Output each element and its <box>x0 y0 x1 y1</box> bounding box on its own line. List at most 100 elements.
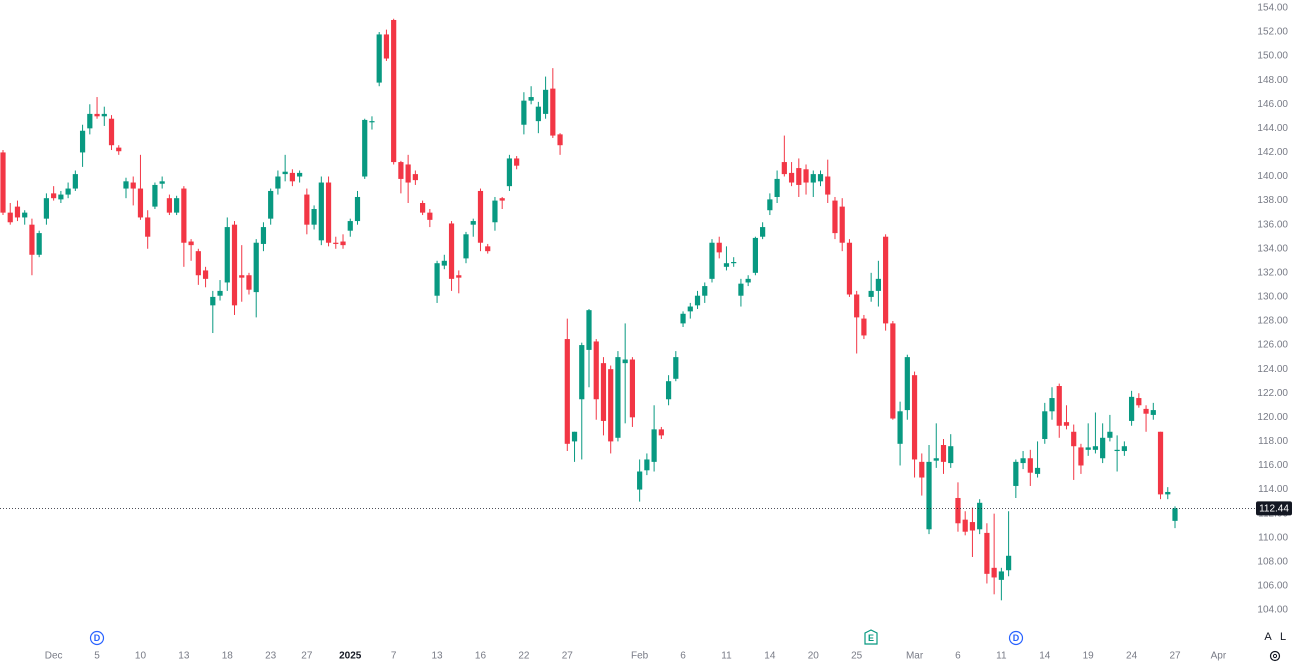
x-tick-label: Mar <box>906 651 924 662</box>
candle-body <box>22 212 28 218</box>
candle-body <box>51 193 57 199</box>
candle-body <box>448 223 455 279</box>
candle-body <box>1143 408 1149 414</box>
y-tick-label: 146.00 <box>1257 99 1288 110</box>
candle-body <box>130 182 136 189</box>
candle-body <box>752 237 758 273</box>
x-tick-label: 16 <box>475 651 487 662</box>
log-button[interactable]: L <box>1280 631 1286 643</box>
candle-body <box>412 174 418 181</box>
candle-body <box>383 34 390 59</box>
candle-body <box>622 359 628 364</box>
candle-body <box>846 242 853 295</box>
candle-body <box>116 147 122 152</box>
candle-body <box>1150 410 1156 415</box>
candle-body <box>202 270 209 279</box>
candle-body <box>506 158 513 187</box>
candle-body <box>14 206 21 218</box>
x-tick-label: 11 <box>996 651 1007 662</box>
candle-body <box>195 251 201 276</box>
y-tick-label: 106.00 <box>1257 581 1288 592</box>
candle-body <box>1056 386 1062 426</box>
candle-body <box>919 461 925 478</box>
candle-body <box>311 209 317 225</box>
candle-body <box>36 233 42 255</box>
candle-body <box>832 200 838 234</box>
candle-body <box>600 363 607 421</box>
y-tick-label: 132.00 <box>1257 267 1288 278</box>
candle-body <box>304 194 310 225</box>
candle-body <box>883 236 889 324</box>
candle-body <box>391 19 397 163</box>
x-tick-label: Feb <box>631 651 649 662</box>
candle-body <box>1100 437 1106 459</box>
candle-body <box>477 190 484 243</box>
y-tick-label: 104.00 <box>1257 605 1288 616</box>
event-badge[interactable]: E <box>864 629 878 645</box>
candle-body <box>955 497 961 524</box>
x-tick-label: 7 <box>391 651 397 662</box>
y-tick-label: 108.00 <box>1257 556 1288 567</box>
settings-icon[interactable] <box>1269 650 1281 662</box>
candle-body <box>875 278 881 291</box>
candle-body <box>702 286 708 296</box>
y-tick-label: 122.00 <box>1257 388 1288 399</box>
event-badge[interactable]: D <box>89 630 105 646</box>
candle-body <box>542 89 549 114</box>
candle-body <box>369 121 375 123</box>
candle-body <box>260 227 267 244</box>
candle-body <box>159 181 165 184</box>
candle-body <box>817 174 824 182</box>
x-tick-label: 14 <box>764 651 776 662</box>
candle-body <box>615 357 621 438</box>
y-tick-label: 144.00 <box>1257 123 1288 134</box>
candle-body <box>101 113 107 117</box>
last-price-label: 112.44 <box>1259 503 1289 514</box>
candle-body <box>318 182 324 241</box>
candle-body <box>984 532 990 574</box>
candle-body <box>1165 491 1171 495</box>
candle-body <box>521 100 527 125</box>
candle-body <box>1006 555 1012 571</box>
candle-body <box>398 162 404 179</box>
candle-body <box>427 212 433 220</box>
y-tick-label: 150.00 <box>1257 51 1288 62</box>
candle-body <box>1071 431 1077 447</box>
candle-body <box>557 134 563 146</box>
x-tick-label: 5 <box>94 651 100 662</box>
x-tick-label: 27 <box>1169 651 1181 662</box>
event-badge[interactable]: D <box>1008 630 1024 646</box>
candle-body <box>1034 467 1041 474</box>
candle-body <box>1049 398 1055 412</box>
candle-body <box>716 242 722 253</box>
candle-body <box>1020 458 1026 464</box>
x-tick-label: 18 <box>222 651 234 662</box>
y-tick-label: 120.00 <box>1257 412 1288 423</box>
x-tick-label: 11 <box>721 651 732 662</box>
candle-body <box>651 429 657 462</box>
candle-body <box>282 171 288 175</box>
candle-body <box>268 190 274 219</box>
candle-body <box>788 172 795 183</box>
x-tick-label: 14 <box>1039 651 1051 662</box>
candle-body <box>767 199 773 211</box>
candle-body <box>210 296 216 306</box>
candle-body <box>289 172 295 182</box>
event-label: E <box>868 633 874 643</box>
candle-body <box>174 198 180 213</box>
last-price-box <box>1256 501 1292 516</box>
candle-body <box>354 196 361 222</box>
candle-body <box>499 198 505 201</box>
candle-body <box>1013 461 1019 486</box>
candle-body <box>803 169 809 183</box>
candle-body <box>275 176 281 189</box>
candle-body <box>760 227 766 237</box>
y-tick-label: 142.00 <box>1257 147 1288 158</box>
candle-body <box>1107 431 1113 438</box>
candle-body <box>998 571 1004 580</box>
x-tick-label: 27 <box>301 651 313 662</box>
y-tick-label: 124.00 <box>1257 364 1288 375</box>
auto-button[interactable]: A <box>1264 631 1272 643</box>
candle-body <box>217 290 223 296</box>
candle-body <box>376 34 382 83</box>
